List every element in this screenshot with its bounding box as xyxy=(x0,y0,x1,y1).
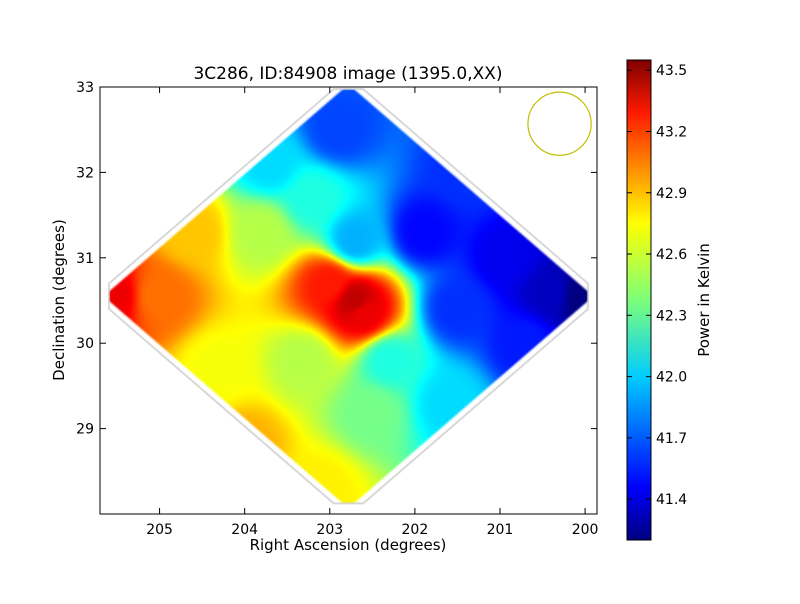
colorbar-ticks: 41.4 41.7 42.0 42.3 42.6 42.9 43.2 43.5 xyxy=(627,63,687,508)
colorbar-tick-label: 41.7 xyxy=(656,431,687,447)
colorbar-tick-label: 42.6 xyxy=(656,247,687,263)
map-border xyxy=(108,88,589,505)
x-tick-label: 205 xyxy=(146,522,173,538)
colorbar-tick-label: 42.0 xyxy=(656,370,687,386)
y-axis-label: Declination (degrees) xyxy=(50,219,68,381)
colorbar-tick-label: 42.3 xyxy=(656,308,687,324)
chart-title: 3C286, ID:84908 image (1395.0,XX) xyxy=(193,64,502,84)
y-tick-label: 30 xyxy=(76,336,94,352)
x-tick-label: 200 xyxy=(572,522,599,538)
x-axis-ticks: 205 204 203 202 201 200 xyxy=(146,87,598,538)
colorbar-tick-label: 43.2 xyxy=(656,124,687,140)
colorbar-tick-label: 42.9 xyxy=(656,186,687,202)
colorbar xyxy=(626,59,652,541)
x-tick-label: 204 xyxy=(231,522,258,538)
x-axis-label: Right Ascension (degrees) xyxy=(250,536,447,554)
x-tick-label: 201 xyxy=(487,522,514,538)
y-axis-ticks: 29 30 31 32 33 xyxy=(76,80,597,438)
colorbar-tick-label: 41.4 xyxy=(656,492,687,508)
beam-circle xyxy=(527,91,592,156)
y-tick-label: 29 xyxy=(76,422,94,438)
x-tick-label: 203 xyxy=(316,522,343,538)
colorbar-tick-label: 43.5 xyxy=(656,63,687,79)
y-tick-label: 33 xyxy=(76,80,94,96)
plot-frame xyxy=(99,86,598,515)
heatmap-image xyxy=(100,87,597,514)
y-tick-label: 31 xyxy=(76,251,94,267)
y-tick-label: 32 xyxy=(76,165,94,181)
x-tick-label: 202 xyxy=(402,522,429,538)
colorbar-label: Power in Kelvin xyxy=(695,243,713,357)
